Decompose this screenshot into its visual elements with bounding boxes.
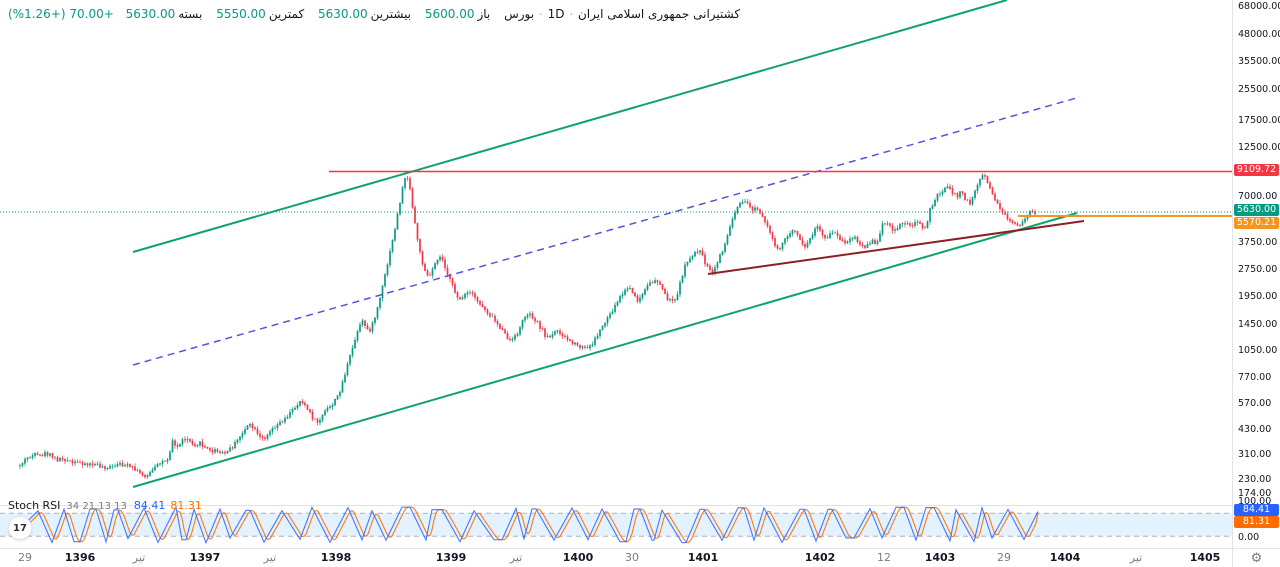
- price-tick: 68000.00: [1238, 1, 1280, 12]
- price-tick: 1450.00: [1238, 319, 1278, 330]
- price-tick: 770.00: [1238, 372, 1272, 383]
- time-tick: 1399: [435, 551, 467, 564]
- high-value: 5630.00: [318, 7, 368, 21]
- price-tick: 12500.00: [1238, 142, 1280, 153]
- stoch-d-badge: 81.31: [1234, 516, 1279, 528]
- candles: [19, 173, 1036, 479]
- time-tick: 1397: [189, 551, 221, 564]
- last-price-badge: 5630.00: [1234, 204, 1279, 216]
- stoch-k-badge: 84.41: [1234, 504, 1279, 516]
- time-tick: تیر: [1129, 551, 1143, 564]
- price-tick: 174.00: [1238, 488, 1272, 499]
- price-tick: 0.00: [1238, 532, 1260, 543]
- price-tick: 25500.00: [1238, 84, 1280, 95]
- channel-lower-line: [132, 212, 1078, 488]
- price-tick: 48000.00: [1238, 29, 1280, 40]
- ohlc-header: کشتیرانی جمهوری اسلامی ایران · 1D · بورس باز…: [8, 7, 740, 21]
- time-tick: تیر: [509, 551, 523, 564]
- time-tick: 1400: [562, 551, 594, 564]
- symbol-title[interactable]: کشتیرانی جمهوری اسلامی ایران: [577, 7, 741, 21]
- time-tick: 1401: [687, 551, 719, 564]
- orange-ray-price-badge: 5570.21: [1234, 217, 1279, 229]
- low-value: 5550.00: [216, 7, 266, 21]
- price-tick: 35500.00: [1238, 56, 1280, 67]
- price-tick: 2750.00: [1238, 264, 1278, 275]
- price-tick: 17500.00: [1238, 115, 1280, 126]
- rising-support-line: [707, 220, 1085, 275]
- main-chart-svg[interactable]: [0, 0, 1232, 548]
- time-tick: 1403: [924, 551, 956, 564]
- time-tick: تیر: [263, 551, 277, 564]
- time-tick: 1396: [64, 551, 96, 564]
- stoch-k-line: [19, 505, 1039, 545]
- header-separator: ·: [569, 8, 573, 21]
- time-tick: 1404: [1049, 551, 1081, 564]
- open-value: 5600.00: [424, 7, 475, 21]
- stoch-k-value: 84.41: [133, 499, 166, 512]
- open-label: باز: [477, 7, 491, 21]
- high-label: بیشترین: [370, 7, 412, 21]
- time-tick: تیر: [132, 551, 146, 564]
- change-value: +70.00 (+1.26%): [8, 7, 114, 21]
- time-tick: 1405: [1189, 551, 1221, 564]
- time-tick: 29: [997, 551, 1011, 564]
- close-value: 5630.00: [125, 7, 176, 21]
- exchange-label[interactable]: بورس: [504, 7, 535, 21]
- price-tick: 3750.00: [1238, 237, 1278, 248]
- gear-icon[interactable]: ⚙: [1250, 550, 1263, 566]
- time-tick: 29: [18, 551, 32, 564]
- indicator-legend[interactable]: Stoch RSI 34 21 13 13 84.41 81.31: [8, 499, 202, 512]
- time-axis[interactable]: 29 1396 تیر 1397 تیر 1398 1399 تیر 1400 30 1401 140…: [0, 548, 1280, 567]
- timeframe-label[interactable]: 1D: [547, 7, 565, 21]
- mid-dashed-line: [132, 96, 1081, 366]
- stoch-d-value: 81.31: [170, 499, 202, 512]
- indicator-params: 34 21 13 13: [66, 501, 127, 512]
- time-tick: 30: [625, 551, 639, 564]
- close-label: بسته: [178, 7, 203, 21]
- indicator-title[interactable]: Stoch RSI: [8, 499, 61, 512]
- time-tick: 12: [877, 551, 891, 564]
- price-tick: 230.00: [1238, 474, 1272, 485]
- time-tick: 1402: [804, 551, 836, 564]
- price-tick: 100.00: [1238, 496, 1272, 507]
- tradingview-logo[interactable]: 17: [8, 516, 32, 540]
- low-label: کمترین: [268, 7, 305, 21]
- time-tick: 1398: [320, 551, 352, 564]
- resistance-price-badge: 9109.72: [1234, 164, 1279, 176]
- channel-upper-line: [132, 0, 1008, 253]
- price-tick: 570.00: [1238, 398, 1272, 409]
- price-tick: 430.00: [1238, 424, 1272, 435]
- price-axis[interactable]: 68000.00 48000.00 35500.00 25500.00 17500.00…: [1232, 0, 1280, 548]
- price-tick: 1050.00: [1238, 345, 1278, 356]
- price-tick: 310.00: [1238, 449, 1272, 460]
- axis-settings-corner[interactable]: ⚙: [1232, 548, 1280, 567]
- price-tick: 7000.00: [1238, 191, 1278, 202]
- price-tick: 1950.00: [1238, 291, 1278, 302]
- stoch-d-line: [20, 506, 1039, 544]
- tradingview-logo-glyph: 17: [13, 522, 27, 534]
- header-separator: ·: [539, 8, 543, 21]
- pane-divider[interactable]: [0, 505, 1280, 506]
